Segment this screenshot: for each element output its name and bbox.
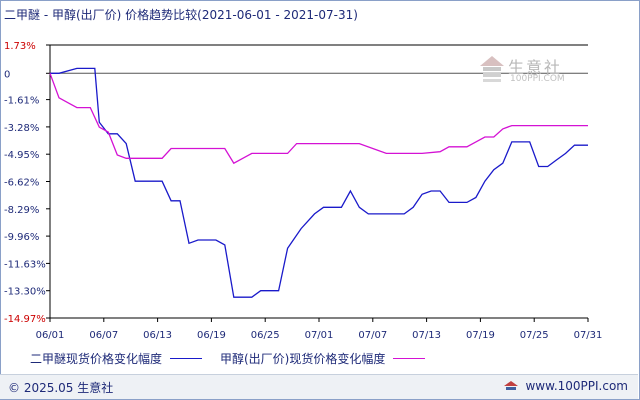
series-line-dme <box>50 67 588 298</box>
x-tick-label: 07/31 <box>574 330 603 341</box>
footer-site-link[interactable]: www.100PPI.com <box>503 379 628 393</box>
y-tick-label: 0 <box>4 69 10 80</box>
y-tick-label: -9.96% <box>4 232 39 243</box>
x-tick-label: 07/19 <box>466 330 495 341</box>
x-axis-ticks: 06/01 06/07 06/13 06/19 06/25 07/01 07/07 07/13… <box>36 318 603 341</box>
y-tick-label: -6.62% <box>4 178 39 189</box>
x-tick-label: 07/25 <box>520 330 549 341</box>
y-tick-label: 1.73% <box>4 41 36 52</box>
legend-item-dme: 二甲醚现货价格变化幅度 <box>30 350 203 367</box>
x-tick-label: 07/01 <box>305 330 334 341</box>
chart-series <box>49 67 588 298</box>
y-tick-label: -11.63% <box>4 259 46 270</box>
x-tick-label: 07/13 <box>412 330 441 341</box>
y-tick-label: -14.97% <box>4 314 46 325</box>
chart-axes <box>49 44 588 319</box>
series-line-methanol <box>49 73 588 165</box>
y-axis-ticks: 1.73% 0 -1.61% -3.28% -4.95% -6.62% -8.29% -9.9… <box>4 41 50 325</box>
x-tick-label: 06/19 <box>197 330 226 341</box>
footer-copyright: © 2025.05 生意社 <box>8 381 114 395</box>
x-tick-label: 06/07 <box>89 330 118 341</box>
x-tick-label: 06/25 <box>251 330 280 341</box>
legend-label: 二甲醚现货价格变化幅度 <box>30 352 163 366</box>
y-tick-label: -3.28% <box>4 123 39 134</box>
y-tick-label: -8.29% <box>4 205 39 216</box>
site-logo-icon <box>503 381 518 390</box>
x-tick-label: 07/07 <box>358 330 387 341</box>
legend-swatch <box>393 358 426 359</box>
footer-site-text: www.100PPI.com <box>525 379 628 393</box>
legend-item-methanol: 甲醇(出厂价)现货价格变化幅度 <box>220 350 426 367</box>
x-tick-label: 06/13 <box>143 330 172 341</box>
y-tick-label: -1.61% <box>4 96 39 107</box>
legend-label: 甲醇(出厂价)现货价格变化幅度 <box>220 352 386 366</box>
legend-swatch <box>170 358 203 359</box>
y-tick-label: -13.30% <box>4 287 46 298</box>
chart-title: 二甲醚 - 甲醇(出厂价) 价格趋势比较(2021-06-01 - 2021-0… <box>4 8 358 22</box>
x-tick-label: 06/01 <box>36 330 65 341</box>
footer-bar: © 2025.05 生意社 www.100PPI.com <box>0 374 638 399</box>
y-tick-label: -4.95% <box>4 150 39 161</box>
